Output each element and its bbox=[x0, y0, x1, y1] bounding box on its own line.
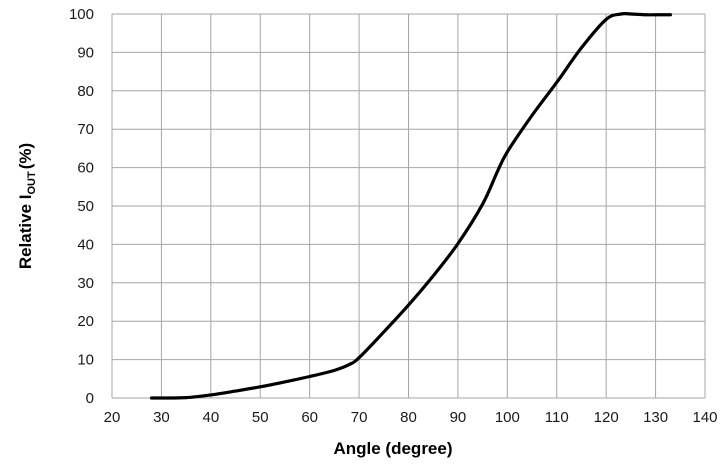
x-tick-label: 100 bbox=[495, 409, 520, 426]
y-tick-label: 30 bbox=[77, 275, 94, 292]
x-tick-label: 80 bbox=[400, 409, 417, 426]
y-tick-label: 50 bbox=[77, 198, 94, 215]
y-tick-label: 80 bbox=[77, 83, 94, 100]
series-line bbox=[149, 11, 673, 400]
x-tick-label: 120 bbox=[594, 409, 619, 426]
x-tick-label: 130 bbox=[643, 409, 668, 426]
y-axis-title-unit: (%) bbox=[16, 143, 35, 169]
y-tick-label: 40 bbox=[77, 236, 94, 253]
x-tick-label: 40 bbox=[202, 409, 219, 426]
y-axis-title: Relative IOUT (%) bbox=[16, 143, 38, 269]
x-tick-label: 70 bbox=[351, 409, 368, 426]
x-tick-label: 140 bbox=[692, 409, 717, 426]
y-tick-label: 90 bbox=[77, 44, 94, 61]
y-axis-title-main: Relative I bbox=[16, 195, 35, 270]
y-axis-tick-labels: 0 10 20 30 40 50 60 70 80 90 100 bbox=[69, 6, 94, 407]
y-axis-title-subscript: OUT bbox=[26, 171, 38, 195]
y-tick-label: 10 bbox=[77, 352, 94, 369]
y-tick-label: 0 bbox=[86, 390, 94, 407]
x-tick-label: 110 bbox=[545, 409, 569, 426]
horizontal-gridlines bbox=[112, 13, 705, 399]
y-tick-label: 100 bbox=[69, 6, 94, 23]
x-tick-label: 20 bbox=[104, 409, 121, 426]
x-tick-label: 90 bbox=[450, 409, 467, 426]
x-axis-tick-labels: 20 30 40 50 60 70 80 90 100 110 120 130 140 bbox=[104, 409, 718, 426]
x-tick-label: 50 bbox=[252, 409, 269, 426]
x-axis-title: Angle (degree) bbox=[333, 439, 452, 458]
y-tick-label: 70 bbox=[77, 121, 94, 138]
y-tick-label: 60 bbox=[77, 160, 94, 177]
y-tick-label: 20 bbox=[77, 313, 94, 330]
x-tick-label: 30 bbox=[153, 409, 170, 426]
x-tick-label: 60 bbox=[301, 409, 318, 426]
